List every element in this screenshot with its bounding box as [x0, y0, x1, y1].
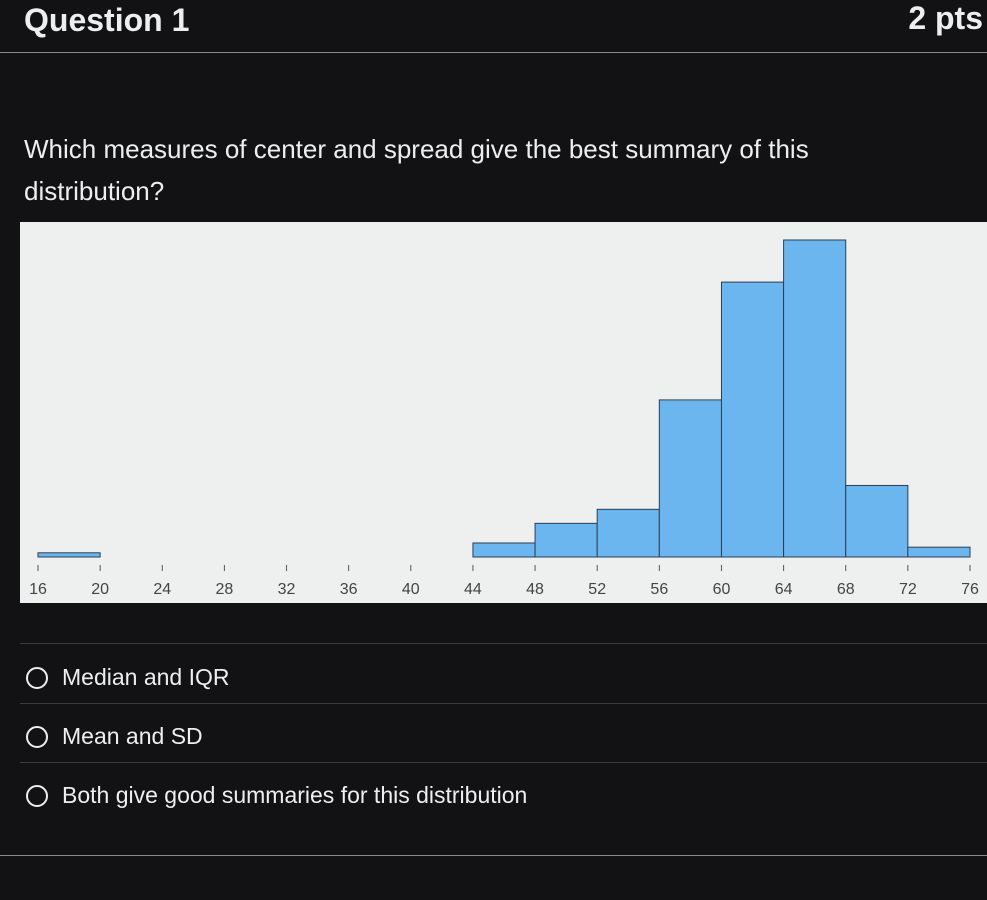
histogram: 16 20 24 28 32 36 40 44 48 52 56 60 64 68 72 76 — [20, 222, 987, 603]
bar — [472, 542, 536, 558]
x-tick-label: 36 — [340, 581, 358, 598]
bar — [783, 239, 847, 558]
radio[interactable] — [26, 725, 48, 748]
separator — [20, 643, 987, 644]
x-tick-label: 76 — [961, 581, 979, 598]
answer-option[interactable]: Median and IQR — [26, 664, 229, 691]
separator — [20, 703, 987, 704]
radio[interactable] — [26, 784, 48, 807]
bar — [37, 552, 101, 558]
x-tick-label: 20 — [91, 581, 109, 598]
bar — [907, 546, 971, 558]
radio[interactable] — [26, 666, 48, 689]
answer-label: Both give good summaries for this distri… — [62, 782, 528, 808]
x-tick-label: 56 — [650, 581, 668, 598]
divider — [0, 52, 987, 53]
x-tick-label: 24 — [153, 581, 171, 598]
bar — [658, 399, 722, 558]
divider — [0, 855, 987, 856]
answer-label: Median and IQR — [62, 664, 230, 690]
question-title: Question 1 — [24, 2, 190, 38]
question-text: Which measures of center and spread give… — [24, 134, 809, 206]
x-tick-label: 60 — [713, 581, 731, 598]
x-tick-label: 16 — [29, 581, 47, 598]
x-tick-label: 48 — [526, 581, 544, 598]
answer-option[interactable]: Both give good summaries for this distri… — [26, 782, 527, 809]
answer-option[interactable]: Mean and SD — [26, 723, 203, 750]
bar — [596, 508, 660, 558]
separator — [20, 762, 987, 763]
bar — [720, 281, 785, 558]
bar — [845, 484, 909, 558]
x-tick-label: 68 — [837, 581, 855, 598]
x-tick-label: 72 — [899, 581, 917, 598]
x-tick-label: 40 — [402, 581, 420, 598]
bar — [534, 522, 598, 558]
x-tick-label: 32 — [278, 581, 296, 598]
x-tick-label: 28 — [216, 581, 234, 598]
x-tick-label: 64 — [775, 581, 793, 598]
answer-label: Mean and SD — [62, 723, 203, 749]
x-tick-label: 44 — [464, 581, 482, 598]
points: 2 pts — [908, 0, 983, 36]
x-tick-label: 52 — [588, 581, 606, 598]
